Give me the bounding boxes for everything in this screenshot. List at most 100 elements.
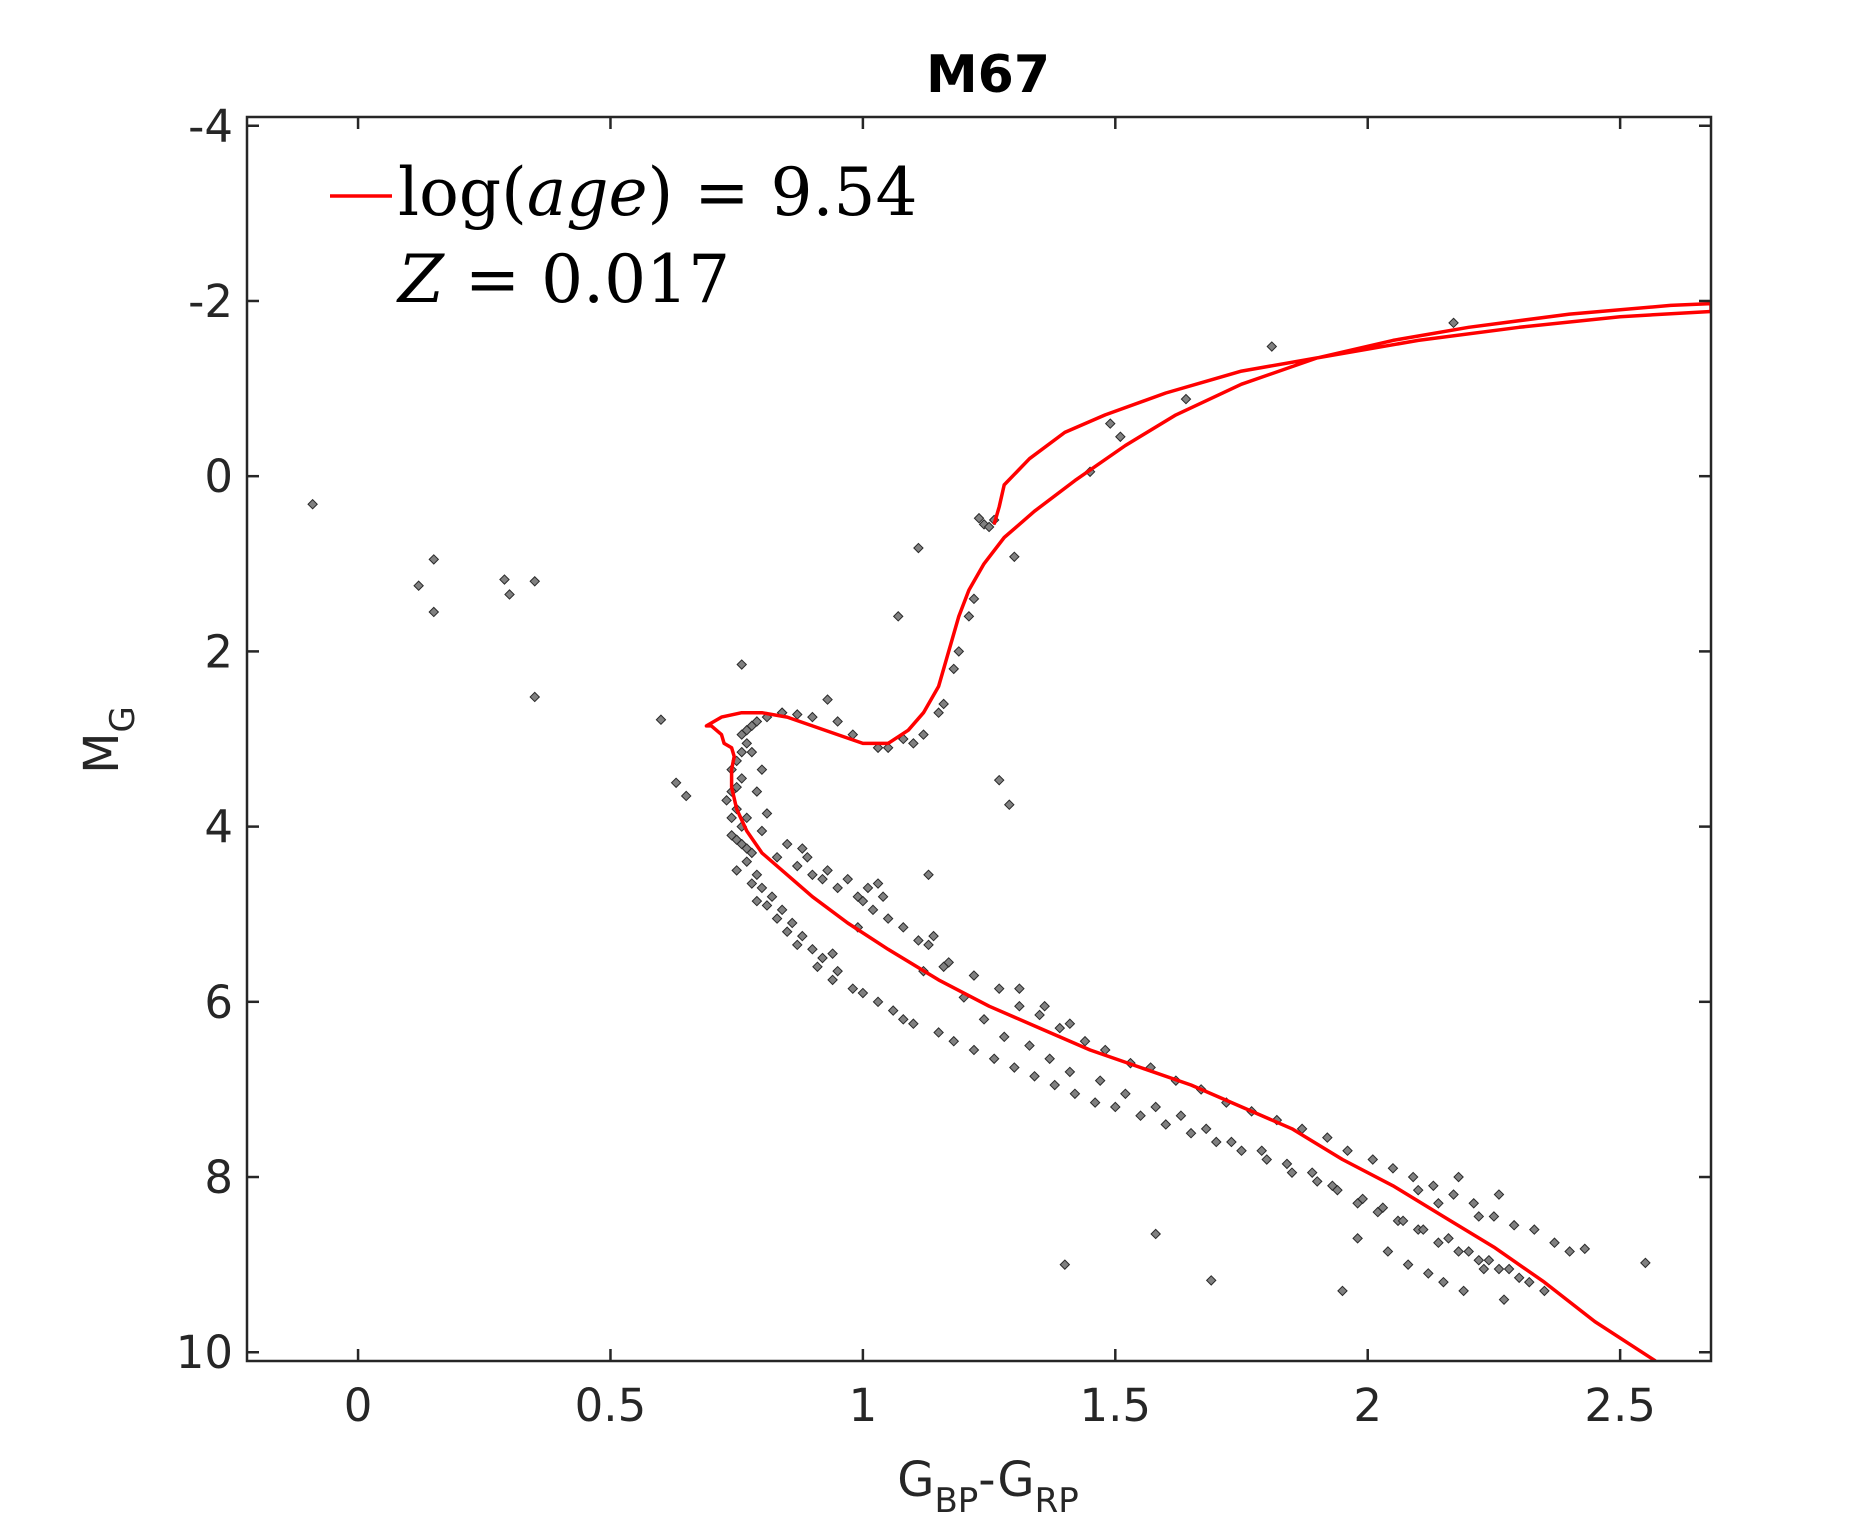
y-tick-label: 2 <box>204 625 233 678</box>
legend-entry-metallicity: Z = 0.017 <box>396 241 730 318</box>
star-point <box>307 498 318 510</box>
star-point <box>807 943 818 955</box>
star-point <box>1311 1176 1323 1187</box>
star-point <box>1342 1145 1353 1157</box>
star-point <box>726 812 737 824</box>
star-point <box>1160 1119 1172 1130</box>
star-point <box>1064 1018 1076 1030</box>
star-point <box>1205 1275 1217 1286</box>
y-axis-label-main: M <box>74 732 130 773</box>
star-point <box>968 970 980 981</box>
star-point <box>1453 1246 1464 1257</box>
star-point <box>923 939 934 951</box>
star-point <box>872 742 884 754</box>
x-tick-label: 0 <box>344 1379 373 1432</box>
star-point <box>1044 1053 1055 1065</box>
star-point <box>1458 1285 1469 1297</box>
star-point <box>802 851 813 863</box>
star-point <box>1094 1075 1106 1086</box>
star-point <box>413 580 424 591</box>
star-point <box>842 873 854 885</box>
star-point <box>781 926 793 938</box>
star-point <box>1407 1171 1419 1183</box>
x-axis-label-g1: G <box>897 1452 934 1508</box>
star-point <box>1422 1268 1434 1279</box>
star-point <box>1493 1189 1505 1200</box>
star-point <box>736 746 748 758</box>
star-point <box>817 873 828 885</box>
star-point <box>761 900 773 911</box>
legend-age-pre: log( <box>398 154 527 231</box>
star-point <box>1109 1101 1121 1113</box>
x-axis-ticks: 0 0.5 1 1.5 2 2.5 <box>344 117 1656 1432</box>
x-axis-label-sub1: BP <box>934 1481 978 1520</box>
star-point <box>751 895 763 907</box>
star-point <box>913 542 924 554</box>
star-point <box>1478 1263 1490 1275</box>
star-point <box>953 646 965 657</box>
star-point <box>1115 431 1126 443</box>
star-point <box>680 790 692 802</box>
star-point <box>807 711 818 723</box>
star-point <box>741 856 753 867</box>
star-point <box>751 786 763 797</box>
star-point <box>670 777 682 789</box>
star-point <box>1640 1257 1651 1269</box>
legend-z-var: Z <box>396 241 445 318</box>
star-point <box>746 878 758 889</box>
star-point <box>781 838 793 850</box>
y-tick-label: 8 <box>204 1151 233 1204</box>
star-point <box>993 774 1005 786</box>
legend-entry-age: log(age) = 9.54 <box>398 154 917 231</box>
plot-area <box>307 301 1711 1361</box>
star-point <box>897 922 909 933</box>
star-point <box>1175 1110 1187 1122</box>
y-tick-label: 6 <box>204 976 233 1029</box>
star-point <box>978 1014 990 1025</box>
chart-title: M67 <box>926 45 1050 105</box>
star-point <box>1448 317 1459 329</box>
x-axis-label-g2: G <box>997 1452 1034 1508</box>
star-point <box>928 930 939 942</box>
star-point <box>731 834 742 846</box>
star-point <box>771 913 783 924</box>
star-point <box>812 961 823 973</box>
axes-box <box>245 115 1713 1363</box>
star-point <box>963 611 975 622</box>
star-point <box>1473 1254 1485 1266</box>
star-point <box>1089 1097 1101 1108</box>
star-point <box>913 935 924 946</box>
star-point <box>1014 1000 1025 1012</box>
star-point <box>1064 1066 1076 1078</box>
star-point <box>923 869 934 881</box>
star-point <box>948 1035 960 1047</box>
star-point <box>1473 1211 1485 1222</box>
star-point <box>933 1027 944 1038</box>
x-tick-label: 2 <box>1353 1379 1382 1432</box>
star-point <box>822 865 833 876</box>
star-points <box>307 317 1651 1305</box>
star-point <box>867 904 879 916</box>
star-point <box>1327 1180 1338 1192</box>
star-point <box>872 878 884 889</box>
star-point <box>1210 1136 1222 1148</box>
star-point <box>897 1014 909 1025</box>
star-point <box>1180 393 1192 405</box>
star-point <box>998 1031 1010 1043</box>
star-point <box>1059 1259 1071 1270</box>
star-point <box>1150 1101 1161 1113</box>
star-point <box>1009 551 1020 563</box>
star-point <box>988 1053 1000 1065</box>
star-point <box>1120 1088 1131 1100</box>
star-point <box>1483 1254 1495 1266</box>
star-point <box>1397 1215 1409 1227</box>
star-point <box>827 974 838 986</box>
x-tick-label: 1.5 <box>1080 1379 1152 1432</box>
x-axis-label: GBP-GRP <box>897 1452 1078 1520</box>
star-point <box>1387 1162 1399 1174</box>
star-point <box>1523 1276 1535 1288</box>
star-point <box>741 812 753 824</box>
star-point <box>1286 1167 1298 1178</box>
